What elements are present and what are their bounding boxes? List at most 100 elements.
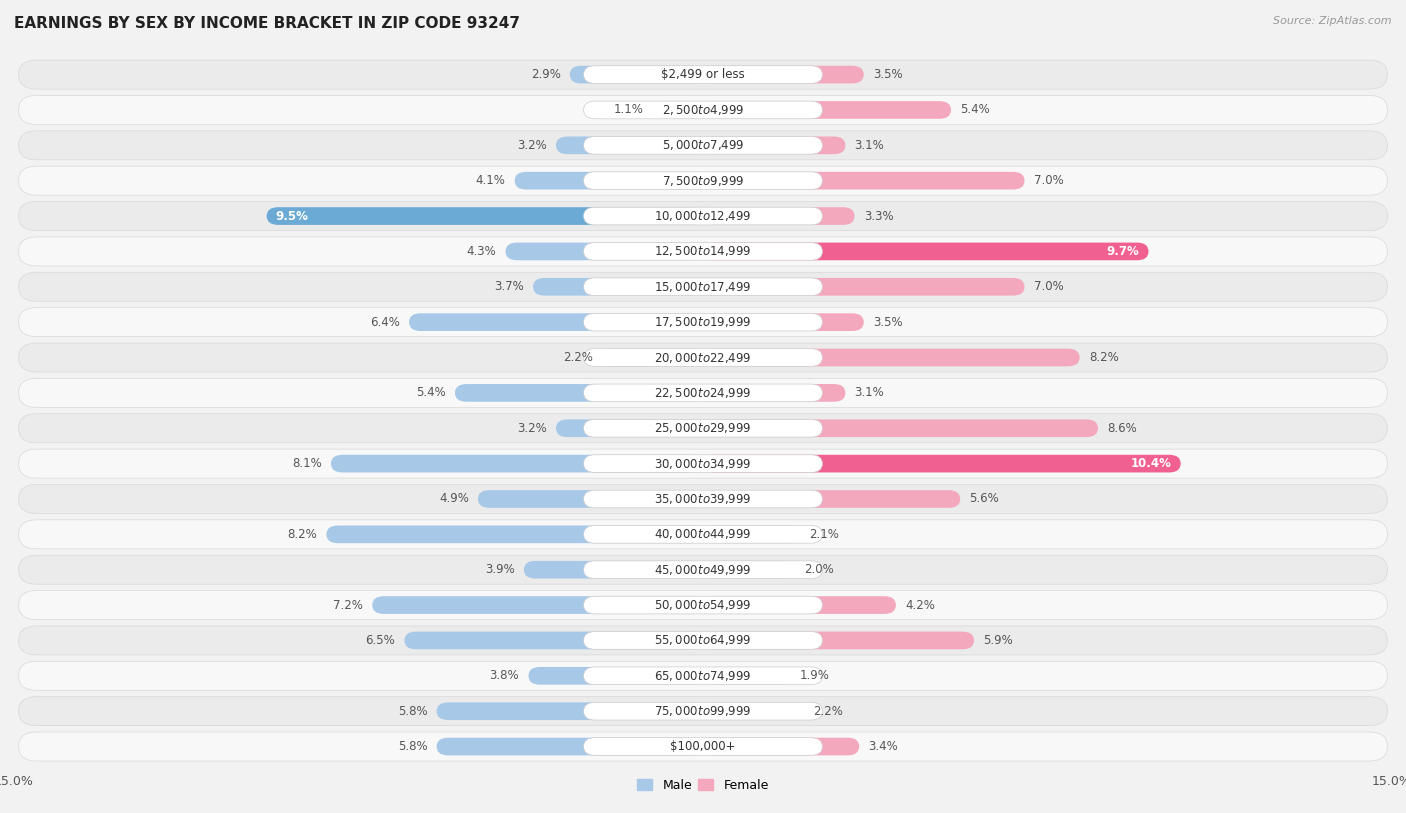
FancyBboxPatch shape: [18, 485, 1388, 514]
Text: 7.0%: 7.0%: [1033, 174, 1063, 187]
Text: 3.1%: 3.1%: [855, 139, 884, 152]
Text: 2.1%: 2.1%: [808, 528, 838, 541]
FancyBboxPatch shape: [524, 561, 703, 579]
FancyBboxPatch shape: [583, 596, 823, 614]
Text: 5.6%: 5.6%: [969, 493, 1000, 506]
Text: 5.4%: 5.4%: [416, 386, 446, 399]
FancyBboxPatch shape: [703, 632, 974, 650]
Text: 4.2%: 4.2%: [905, 598, 935, 611]
FancyBboxPatch shape: [602, 349, 703, 367]
Text: 6.4%: 6.4%: [370, 315, 399, 328]
Text: 4.9%: 4.9%: [439, 493, 468, 506]
FancyBboxPatch shape: [18, 555, 1388, 585]
Text: 5.8%: 5.8%: [398, 740, 427, 753]
Text: 6.5%: 6.5%: [366, 634, 395, 647]
FancyBboxPatch shape: [583, 137, 823, 154]
FancyBboxPatch shape: [18, 166, 1388, 195]
FancyBboxPatch shape: [583, 420, 823, 437]
Text: $15,000 to $17,499: $15,000 to $17,499: [654, 280, 752, 293]
FancyBboxPatch shape: [703, 172, 1025, 189]
FancyBboxPatch shape: [373, 596, 703, 614]
FancyBboxPatch shape: [18, 414, 1388, 443]
Text: $30,000 to $34,999: $30,000 to $34,999: [654, 457, 752, 471]
FancyBboxPatch shape: [18, 237, 1388, 266]
Text: 3.8%: 3.8%: [489, 669, 519, 682]
FancyBboxPatch shape: [18, 95, 1388, 124]
FancyBboxPatch shape: [703, 702, 804, 720]
FancyBboxPatch shape: [703, 596, 896, 614]
Text: 7.2%: 7.2%: [333, 598, 363, 611]
Text: 5.4%: 5.4%: [960, 103, 990, 116]
FancyBboxPatch shape: [18, 697, 1388, 726]
FancyBboxPatch shape: [583, 737, 823, 755]
Text: 10.4%: 10.4%: [1130, 457, 1171, 470]
FancyBboxPatch shape: [583, 101, 823, 119]
Text: 3.4%: 3.4%: [869, 740, 898, 753]
Text: 2.2%: 2.2%: [562, 351, 593, 364]
FancyBboxPatch shape: [569, 66, 703, 84]
FancyBboxPatch shape: [703, 313, 863, 331]
FancyBboxPatch shape: [703, 66, 863, 84]
FancyBboxPatch shape: [18, 343, 1388, 372]
Text: Source: ZipAtlas.com: Source: ZipAtlas.com: [1274, 16, 1392, 26]
FancyBboxPatch shape: [18, 626, 1388, 655]
Text: $100,000+: $100,000+: [671, 740, 735, 753]
Text: EARNINGS BY SEX BY INCOME BRACKET IN ZIP CODE 93247: EARNINGS BY SEX BY INCOME BRACKET IN ZIP…: [14, 16, 520, 31]
FancyBboxPatch shape: [456, 384, 703, 402]
Text: 3.5%: 3.5%: [873, 315, 903, 328]
FancyBboxPatch shape: [583, 242, 823, 260]
FancyBboxPatch shape: [529, 667, 703, 685]
Text: 2.9%: 2.9%: [530, 68, 561, 81]
Text: 3.5%: 3.5%: [873, 68, 903, 81]
Text: $35,000 to $39,999: $35,000 to $39,999: [654, 492, 752, 506]
FancyBboxPatch shape: [267, 207, 703, 225]
Text: 5.8%: 5.8%: [398, 705, 427, 718]
Text: $45,000 to $49,999: $45,000 to $49,999: [654, 563, 752, 576]
Text: $55,000 to $64,999: $55,000 to $64,999: [654, 633, 752, 647]
Text: 2.0%: 2.0%: [804, 563, 834, 576]
FancyBboxPatch shape: [405, 632, 703, 650]
Text: 1.9%: 1.9%: [800, 669, 830, 682]
Text: 3.3%: 3.3%: [863, 210, 893, 223]
FancyBboxPatch shape: [18, 272, 1388, 302]
FancyBboxPatch shape: [583, 278, 823, 296]
Text: 1.1%: 1.1%: [613, 103, 644, 116]
Text: 5.9%: 5.9%: [983, 634, 1012, 647]
Text: $2,500 to $4,999: $2,500 to $4,999: [662, 103, 744, 117]
FancyBboxPatch shape: [703, 207, 855, 225]
Text: $20,000 to $22,499: $20,000 to $22,499: [654, 350, 752, 364]
FancyBboxPatch shape: [583, 561, 823, 579]
Text: 3.2%: 3.2%: [517, 422, 547, 435]
FancyBboxPatch shape: [478, 490, 703, 508]
FancyBboxPatch shape: [330, 454, 703, 472]
FancyBboxPatch shape: [18, 307, 1388, 337]
FancyBboxPatch shape: [437, 702, 703, 720]
FancyBboxPatch shape: [18, 378, 1388, 407]
Legend: Male, Female: Male, Female: [633, 774, 773, 797]
FancyBboxPatch shape: [583, 207, 823, 225]
FancyBboxPatch shape: [555, 137, 703, 154]
FancyBboxPatch shape: [703, 278, 1025, 296]
FancyBboxPatch shape: [703, 349, 1080, 367]
FancyBboxPatch shape: [515, 172, 703, 189]
FancyBboxPatch shape: [703, 242, 1149, 260]
Text: $2,499 or less: $2,499 or less: [661, 68, 745, 81]
FancyBboxPatch shape: [703, 525, 800, 543]
FancyBboxPatch shape: [18, 520, 1388, 549]
FancyBboxPatch shape: [583, 702, 823, 720]
FancyBboxPatch shape: [652, 101, 703, 119]
FancyBboxPatch shape: [18, 202, 1388, 231]
Text: 8.1%: 8.1%: [292, 457, 322, 470]
FancyBboxPatch shape: [703, 490, 960, 508]
FancyBboxPatch shape: [703, 384, 845, 402]
Text: 8.2%: 8.2%: [1088, 351, 1119, 364]
Text: $65,000 to $74,999: $65,000 to $74,999: [654, 669, 752, 683]
FancyBboxPatch shape: [703, 137, 845, 154]
FancyBboxPatch shape: [326, 525, 703, 543]
FancyBboxPatch shape: [703, 101, 950, 119]
FancyBboxPatch shape: [583, 632, 823, 650]
FancyBboxPatch shape: [555, 420, 703, 437]
FancyBboxPatch shape: [583, 66, 823, 84]
FancyBboxPatch shape: [437, 737, 703, 755]
Text: 2.2%: 2.2%: [813, 705, 844, 718]
